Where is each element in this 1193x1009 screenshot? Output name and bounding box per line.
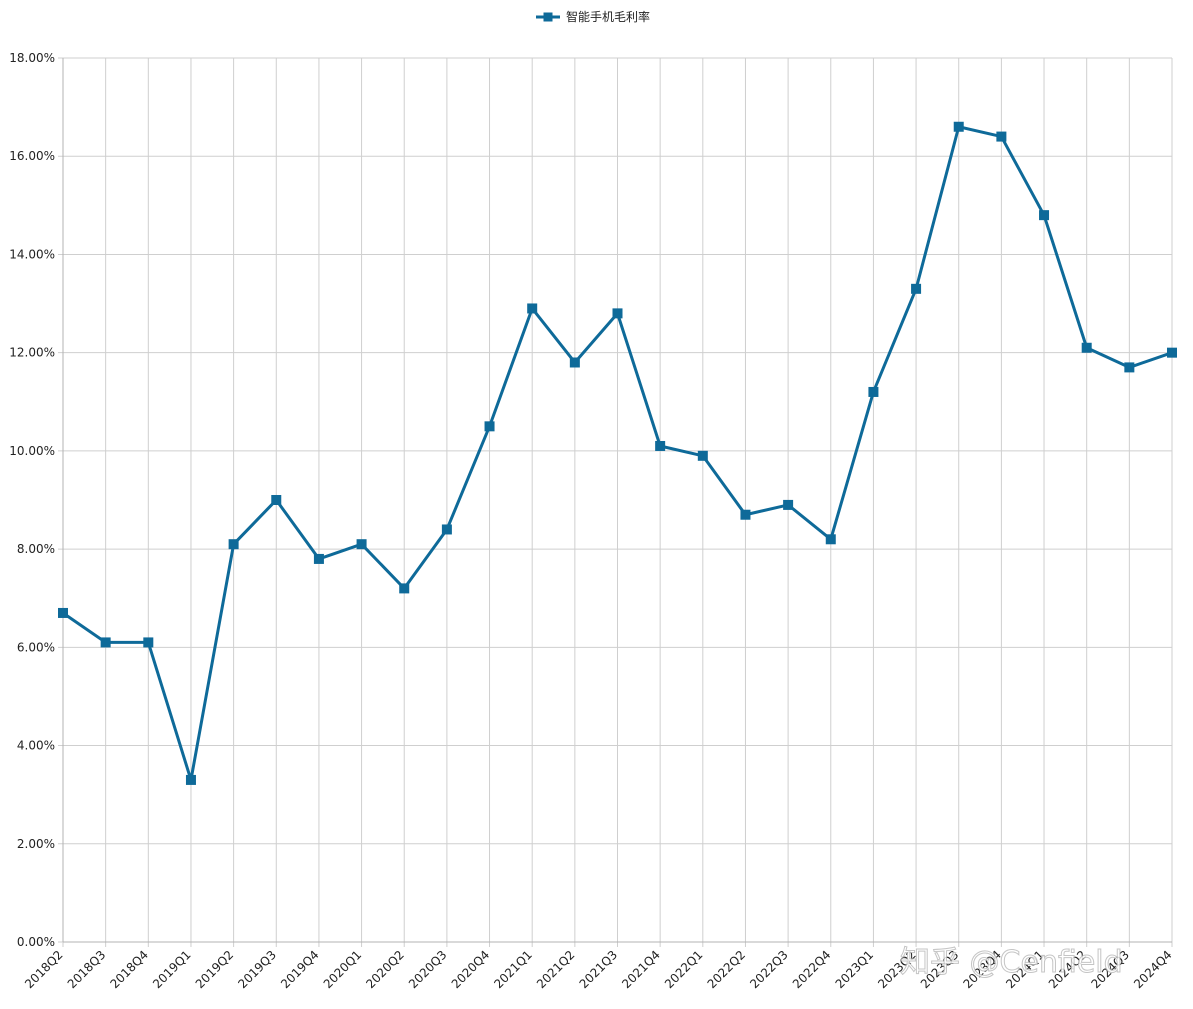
x-tick-label: 2019Q4 [278, 948, 322, 992]
x-tick-label: 2020Q3 [406, 948, 450, 992]
data-point-marker [1167, 347, 1177, 358]
data-point-marker [953, 121, 964, 132]
y-tick-label: 16.00% [9, 149, 55, 163]
data-point-marker [356, 539, 367, 550]
y-tick-label: 2.00% [17, 837, 55, 851]
watermark-text: 知乎 @Cenfield [900, 945, 1123, 980]
series-line-group [58, 121, 1177, 785]
data-point-marker [612, 308, 623, 319]
y-tick-label: 10.00% [9, 444, 55, 458]
y-tick-label: 8.00% [17, 542, 55, 556]
data-point-marker [825, 534, 836, 545]
y-tick-label: 18.00% [9, 51, 55, 65]
x-tick-label: 2018Q2 [22, 948, 66, 992]
x-tick-label: 2020Q2 [363, 948, 407, 992]
y-tick-label: 14.00% [9, 247, 55, 261]
data-point-marker [655, 440, 666, 451]
data-point-marker [783, 499, 794, 510]
y-tick-label: 0.00% [17, 935, 55, 949]
data-point-marker [100, 637, 111, 648]
x-tick-label: 2022Q3 [747, 948, 791, 992]
data-point-marker [228, 539, 239, 550]
data-point-marker [569, 357, 580, 368]
legend-label: 智能手机毛利率 [566, 9, 650, 24]
data-point-marker [58, 607, 68, 618]
x-tick-label: 2021Q1 [491, 948, 535, 992]
x-tick-label: 2023Q1 [833, 948, 877, 992]
x-tick-label: 2022Q4 [790, 948, 834, 992]
data-point-marker [271, 495, 282, 505]
data-point-marker [441, 524, 452, 535]
data-point-marker [911, 283, 922, 294]
data-point-marker [143, 637, 154, 648]
x-tick-label: 2019Q3 [235, 948, 279, 992]
data-point-marker [868, 386, 879, 397]
x-tick-label: 2021Q2 [534, 948, 578, 992]
grid-lines [58, 57, 1173, 947]
y-tick-label: 6.00% [17, 640, 55, 654]
data-point-marker [313, 553, 324, 564]
x-tick-label: 2022Q1 [662, 948, 706, 992]
x-tick-label: 2018Q4 [107, 948, 151, 992]
data-point-marker [527, 303, 538, 314]
x-tick-label: 2024Q4 [1131, 948, 1175, 992]
y-tick-label: 4.00% [17, 739, 55, 753]
data-point-marker [996, 131, 1007, 142]
data-point-marker [697, 450, 708, 461]
data-point-marker [399, 583, 410, 594]
y-axis-tick-labels: 0.00% 2.00% 4.00% 6.00% 8.00% 10.00% 12.00% 14.… [9, 51, 55, 949]
x-tick-label: 2020Q1 [321, 948, 365, 992]
data-point-marker [740, 509, 751, 520]
legend: 智能手机毛利率 [536, 9, 650, 24]
data-point-marker [1039, 210, 1050, 221]
y-tick-label: 12.00% [9, 346, 55, 360]
legend-marker-swatch [543, 12, 553, 22]
x-tick-label: 2021Q4 [619, 948, 663, 992]
x-tick-label: 2022Q2 [705, 948, 749, 992]
x-tick-label: 2019Q1 [150, 948, 194, 992]
data-point-marker [1081, 342, 1092, 353]
data-point-marker [1124, 362, 1135, 373]
data-point-marker [185, 774, 196, 785]
x-tick-label: 2019Q2 [193, 948, 237, 992]
data-point-marker [484, 421, 495, 432]
x-tick-label: 2020Q4 [449, 948, 493, 992]
x-tick-label: 2018Q3 [65, 948, 109, 992]
x-tick-label: 2021Q3 [577, 948, 621, 992]
